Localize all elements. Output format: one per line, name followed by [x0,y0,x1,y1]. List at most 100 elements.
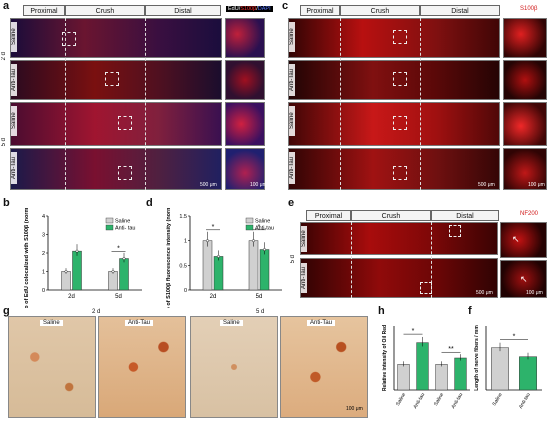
y-tick-label: 0 [184,288,187,294]
y-tick-label: 1 [42,270,45,276]
chart-b: 0 1 2 3 4 Relative ratio of EdU colocalized w… [24,208,142,308]
panel-c-strip-4 [288,148,500,190]
panel-h-letter: h [378,305,385,317]
panel-a-strip-4 [10,148,222,190]
bar [491,347,509,391]
panel-c-row-label-4: Anti-Tau [289,152,295,184]
y-tick-label: 2 [42,251,45,257]
panel-e-inset-2 [500,260,547,298]
bar [119,258,129,291]
panel-f-letter: f [468,305,472,317]
data-point [111,270,115,273]
panel-c-letter: c [282,0,289,12]
bar [435,364,448,391]
y-tick-label: 1 [184,239,187,245]
panel-c-row-label-1: Saline [289,22,295,52]
significance-label: * [117,246,120,253]
data-point [263,248,266,251]
chart-h: Relative intensity of Oil Red Saline Anti-… [382,325,470,410]
panel-e-strip-2 [300,258,498,298]
panel-a-roi-1 [62,32,76,46]
panel-a-timepoint-5d: 5 d [1,138,7,147]
panel-a-inset-3 [225,102,265,146]
panel-e-header-distal: Distal [431,210,499,221]
panel-c-roi-2 [393,72,407,86]
arrow-icon: ↖ [520,274,528,284]
panel-a-scale-inset: 100 μm [250,182,267,188]
panel-a-roi-4 [118,166,132,180]
panel-a-divider-2 [145,18,146,190]
panel-g-image-4 [280,316,368,418]
panel-e-roi-2 [420,282,432,294]
y-axis-label: Relative ratio of EdU colocalized with S… [24,208,30,308]
panel-a-inset-1 [225,18,265,58]
panel-a-header-proximal: Proximal [23,5,65,16]
data-point [206,239,209,243]
panel-c-divider-2 [420,18,421,190]
legend-label: Saline [115,219,130,225]
y-tick-label: 4 [42,214,45,220]
panel-a-roi-3 [118,116,132,130]
arrow-icon: ↖ [512,234,520,244]
bar [519,356,537,391]
panel-a-letter: a [3,0,10,12]
y-tick-label: 0 [42,288,45,294]
panel-g-scale: 100 μm [346,406,363,412]
y-tick-label: 0.5 [179,263,187,269]
significance-label: * [258,224,261,231]
bar [397,364,410,391]
chart-f: Length of nerve fibers / mm Saline Anti-ta… [474,325,542,410]
chart-d: 0 0.5 1 1.5 Relative ratio of S100β fluoresc… [166,208,282,308]
panel-a-row-label-1: Saline [11,22,17,52]
panel-g-image-2 [98,316,186,418]
x-tick-label: Saline [395,392,407,407]
x-tick-label: Anti-tau [518,392,532,410]
bar [454,357,467,391]
panel-g-letter: g [3,305,10,317]
data-point [122,257,126,260]
panel-e-row-label-1: Saline [301,226,307,252]
y-axis-label: Relative intensity of Oil Red [382,325,388,391]
panel-a-timepoint-2d: 2 d [1,52,7,61]
panel-c-roi-1 [393,30,407,44]
panel-g-image-3 [190,316,278,418]
panel-d-letter: d [146,197,153,209]
panel-a-strip-3 [10,102,222,146]
bar [61,271,71,291]
panel-g-timepoint-2d: 2 d [92,309,101,315]
bar [416,342,429,391]
panel-c-header-crush: Crush [340,5,420,16]
legend-label: Anti-tau [255,226,274,232]
significance-label: * [212,224,215,231]
bar [248,240,259,291]
panel-a-header-distal: Distal [145,5,221,16]
panel-g-image-1 [8,316,96,418]
panel-c-scale-inset: 100 μm [528,182,545,188]
bar [259,249,270,291]
y-tick-label: 1.5 [179,214,187,220]
panel-a-stain-legend: EdU/S100β/DAPI [226,6,273,12]
y-tick-label: 3 [42,233,45,239]
y-axis-label: Relative ratio of S100β fluorescence int… [166,208,172,308]
panel-c-header-proximal: Proximal [300,5,340,16]
panel-e-header-proximal: Proximal [306,210,351,221]
panel-a-strip-2 [10,60,222,100]
panel-g-label-3: Saline [220,320,243,326]
panel-e-row-label-2: Anti-Tau [301,263,307,293]
significance-label: * [513,333,516,340]
panel-a-row-label-3: Saline [11,106,17,136]
significance-label: ** [448,346,454,353]
panel-e-scale-main: 500 μm [476,290,493,296]
panel-c-divider-1 [340,18,341,190]
x-tick-label: 5d [256,294,263,300]
panel-e-letter: e [288,197,295,209]
panel-g-label-2: Anti-Tau [125,320,154,326]
panel-c-inset-4 [503,148,547,190]
bar [72,250,82,291]
legend-label: Saline [255,219,270,225]
panel-e-header-crush: Crush [351,210,431,221]
x-tick-label: 2d [210,294,217,300]
panel-a-scale-main: 500 μm [200,182,217,188]
x-tick-label: Anti-tau [412,392,426,410]
panel-b-letter: b [3,197,10,209]
